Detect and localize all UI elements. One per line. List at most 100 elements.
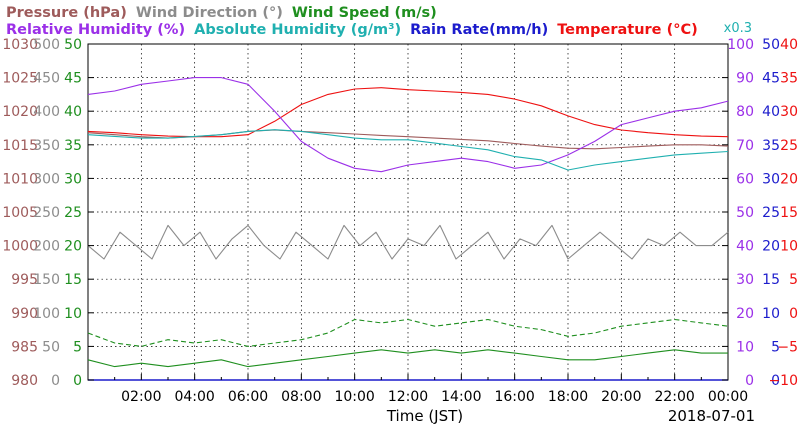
wind_speed-tick-label: 5 [73,339,82,355]
temperature-tick-label: 40 [780,37,798,53]
legend-wind-direction: Wind Direction (°) [136,5,283,21]
rain_rate-tick-label: 30 [762,171,780,187]
pressure-tick-label: 1000 [2,239,38,255]
temperature-tick-label: 0 [789,306,798,322]
wind_direction-tick-label: 200 [33,239,60,255]
relative_humidity-tick-label: 0 [745,373,754,389]
wind_direction-tick-label: 100 [33,306,60,322]
temperature-tick-label: 5 [789,272,798,288]
relative_humidity-tick-label: 100 [727,37,754,53]
series-absolute_humidity [87,129,729,171]
rain_rate-tick-label: 50 [762,37,780,53]
series-wind_direction [87,224,729,260]
temperature-tick-label: −5 [777,339,798,355]
series-wind_speed_gust [87,318,729,347]
wind_speed-tick-label: 10 [64,306,82,322]
pressure-tick-label: 1020 [2,104,38,120]
relative_humidity-tick-label: 60 [736,171,754,187]
legend-temperature-c: Temperature (°C) [557,22,698,38]
pressure-tick-label: 1010 [2,171,38,187]
wind_speed-tick-label: 35 [64,138,82,154]
wind_direction-tick-label: 50 [42,339,60,355]
pressure-tick-label: 1015 [2,138,38,154]
wind_direction-tick-label: 150 [33,272,60,288]
wind_direction-tick-label: 0 [51,373,60,389]
rain_rate-tick-label: 0 [771,373,780,389]
rain_rate-tick-label: 10 [762,306,780,322]
series-relative_humidity [87,77,729,173]
pressure-tick-label: 980 [11,373,38,389]
temperature-tick-label: 15 [780,205,798,221]
relative_humidity-tick-label: 90 [736,71,754,87]
pressure-tick-label: 985 [11,339,38,355]
pressure-tick-label: 1030 [2,37,38,53]
temperature-tick-label: 10 [780,239,798,255]
wind_speed-tick-label: 25 [64,205,82,221]
abs-humidity-scale-note: x0.3 [724,21,752,36]
legend-absolute-humidity-g-m: Absolute Humidity (g/m³) [194,22,401,38]
pressure-tick-label: 1025 [2,71,38,87]
x-axis: 02:00 04:00 06:00 08:00 10:00 12:00 14:00 16:00… [87,374,748,405]
rain_rate-tick-label: 25 [762,205,780,221]
wind_direction-tick-label: 500 [33,37,60,53]
rain_rate-tick-label: 5 [771,339,780,355]
wind_direction-tick-label: 450 [33,71,60,87]
x-tick-label: 04:00 [174,389,214,405]
relative_humidity-tick-label: 40 [736,239,754,255]
right-axes: 0102030405060708090100051015202530354045… [727,37,798,389]
x-tick-label: 20:00 [601,389,641,405]
relative_humidity-tick-label: 30 [736,272,754,288]
rain_rate-tick-label: 35 [762,138,780,154]
series-wind_speed_mean [87,349,728,368]
temperature-tick-label: 20 [780,171,798,187]
legend-relative-humidity: Relative Humidity (%) [6,22,185,38]
x-tick-label: 08:00 [281,389,321,405]
x-tick-label: 14:00 [441,389,481,405]
x-tick-label: 22:00 [654,389,694,405]
x-tick-label: 02:00 [121,389,161,405]
wind_direction-tick-label: 400 [33,104,60,120]
date-label: 2018-07-01 [668,407,755,425]
x-tick-label: 18:00 [548,389,588,405]
series-layer [87,77,729,381]
x-tick-label: 00:00 [708,389,748,405]
wind_direction-tick-label: 250 [33,205,60,221]
rain_rate-tick-label: 15 [762,272,780,288]
temperature-tick-label: 35 [780,71,798,87]
relative_humidity-tick-label: 20 [736,306,754,322]
grid [88,44,728,380]
wind_speed-tick-label: 50 [64,37,82,53]
wind_speed-tick-label: 20 [64,239,82,255]
x-tick-label: 06:00 [228,389,268,405]
x-tick-label: 16:00 [494,389,534,405]
wind_speed-tick-label: 45 [64,71,82,87]
legend-pressure-hpa: Pressure (hPa) [6,5,127,21]
left-axes: 9809859909951000100510101015102010251030… [2,37,728,389]
wind_speed-tick-label: 15 [64,272,82,288]
rain_rate-tick-label: 40 [762,104,780,120]
temperature-tick-label: 25 [780,138,798,154]
relative_humidity-tick-label: 70 [736,138,754,154]
temperature-tick-label: 30 [780,104,798,120]
wind_direction-tick-label: 300 [33,171,60,187]
pressure-tick-label: 990 [11,306,38,322]
pressure-tick-label: 995 [11,272,38,288]
relative_humidity-tick-label: 80 [736,104,754,120]
x-axis-label: Time (JST) [386,407,463,425]
rain_rate-tick-label: 20 [762,239,780,255]
legend-rain-rate-mm-h: Rain Rate(mm/h) [410,22,548,38]
wind_speed-tick-label: 0 [73,373,82,389]
pressure-tick-label: 1005 [2,205,38,221]
legend-wind-speed-m-s: Wind Speed (m/s) [292,5,437,21]
rain_rate-tick-label: 45 [762,71,780,87]
temperature-tick-label: −10 [768,373,798,389]
svg-text:Relative Humidity (%)Absolute: Relative Humidity (%) Absolute Humidity (… [6,22,698,38]
wind_speed-tick-label: 30 [64,171,82,187]
x-tick-label: 12:00 [388,389,428,405]
relative_humidity-tick-label: 50 [736,205,754,221]
x-tick-label: 10:00 [334,389,374,405]
relative_humidity-tick-label: 10 [736,339,754,355]
wind_direction-tick-label: 350 [33,138,60,154]
legend: Pressure (hPa) Wind Direction (°) Wind Spe… [6,5,698,38]
